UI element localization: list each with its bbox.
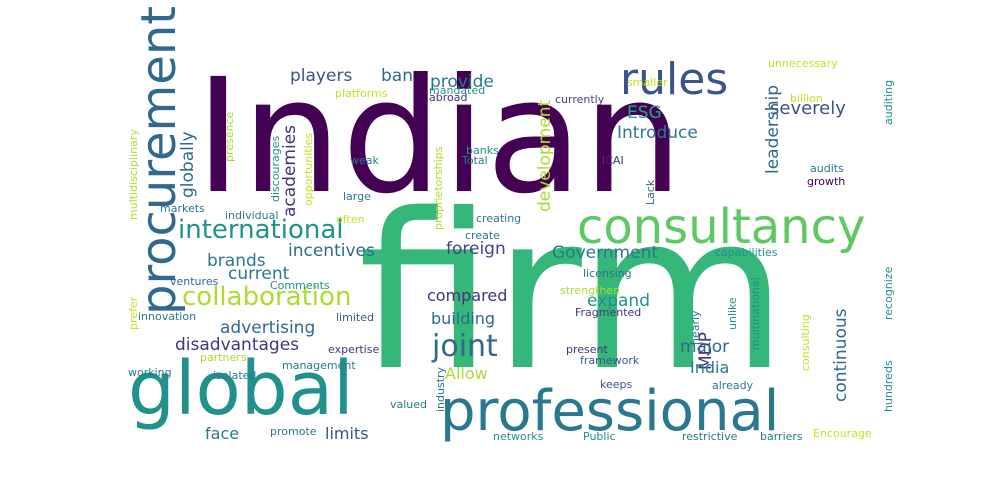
word-audits: audits — [810, 162, 844, 175]
word-hundreds: hundreds — [882, 360, 895, 412]
word-indian: Indian — [195, 45, 683, 229]
word-international: international — [178, 215, 344, 245]
word-disadvantages: disadvantages — [175, 335, 300, 355]
word-abroad: abroad — [429, 91, 468, 104]
word-lack: Lack — [644, 179, 657, 205]
word-allow: Allow — [445, 364, 488, 383]
word-proprietorships: proprietorships — [432, 146, 445, 230]
word-india: India — [690, 358, 730, 377]
word-opportunities: opportunities — [302, 132, 315, 206]
word-consulting: consulting — [799, 314, 812, 371]
word-brands: brands — [207, 251, 266, 271]
word-growth: growth — [807, 175, 846, 188]
word-incentives: incentives — [288, 241, 375, 261]
word-collaboration: collaboration — [182, 282, 352, 312]
word-firm: firm — [358, 167, 788, 418]
word-foreign: foreign — [446, 239, 506, 259]
word-licensing: licensing — [583, 267, 632, 280]
word-innovation: innovation — [138, 310, 197, 323]
word-keeps: keeps — [600, 378, 633, 391]
word-weak: weak — [350, 154, 379, 167]
word-multinational: multinational — [749, 277, 762, 350]
word-billion: billion — [790, 92, 823, 105]
word-encourage: Encourage — [813, 427, 872, 440]
word-partners: partners — [200, 351, 247, 364]
word-currently: currently — [555, 93, 605, 106]
word-discourages: discourages — [269, 135, 282, 202]
word-networks: networks — [493, 430, 544, 443]
word-isolated: isolated — [213, 369, 257, 382]
word-strengthen: strengthen — [560, 284, 621, 297]
word-procurement: procurement — [131, 5, 187, 315]
word-framework: framework — [580, 354, 640, 367]
word-present: present — [566, 343, 608, 356]
word-markets: markets — [160, 202, 205, 215]
word-consultancy: consultancy — [577, 199, 866, 255]
word-auditing: auditing — [882, 79, 895, 125]
word-already: already — [712, 379, 754, 392]
word-working: working — [128, 366, 172, 379]
word-limited: limited — [336, 311, 374, 324]
word-expertise: expertise — [328, 343, 380, 356]
word-advertising: advertising — [220, 318, 316, 338]
word-major: major — [680, 337, 730, 357]
word-face: face — [205, 424, 240, 443]
word-severely: severely — [770, 98, 846, 119]
word-introduce: Introduce — [617, 123, 698, 143]
word-global: global — [128, 346, 354, 432]
word-ban: ban — [381, 66, 413, 86]
word-barriers: barriers — [760, 430, 803, 443]
word-promote: promote — [270, 425, 317, 438]
word-industry: industry — [434, 366, 447, 412]
word-management: management — [282, 359, 356, 372]
word-ventures: ventures — [170, 275, 219, 288]
word-unnecessary: unnecessary — [768, 57, 838, 70]
word-building: building — [431, 309, 496, 328]
word-limits: limits — [325, 424, 369, 443]
word-provide: provide — [430, 72, 494, 92]
word-professional: professional — [440, 379, 780, 444]
word-valued: valued — [390, 398, 428, 411]
word-comments: Comments — [270, 279, 330, 292]
word-players: players — [290, 66, 353, 86]
word-academies: academies — [280, 124, 300, 217]
word-esg: ESG — [627, 103, 662, 123]
word-multidisciplinary: multidisciplinary — [127, 129, 140, 220]
word-current: current — [228, 264, 290, 284]
word-create: create — [465, 229, 500, 242]
word-globally: globally — [178, 131, 198, 198]
word-nearly: nearly — [689, 310, 702, 345]
word-rules: rules — [620, 54, 729, 105]
word-smaller: smaller — [627, 76, 668, 89]
word-unlike: unlike — [726, 297, 739, 330]
word-development: development — [535, 99, 555, 212]
word-government: Government — [552, 243, 659, 263]
word-capabilities: capabilities — [715, 246, 778, 259]
word-expand: expand — [587, 291, 650, 311]
word-banks: banks — [466, 144, 499, 157]
word-total: Total — [462, 154, 488, 167]
word-creating: creating — [476, 212, 522, 225]
word-restrictive: restrictive — [682, 430, 738, 443]
word-platforms: platforms — [335, 87, 388, 100]
word-large: large — [343, 190, 371, 203]
word-fragmented: Fragmented — [575, 306, 642, 319]
word-joint: joint — [432, 329, 498, 364]
word-continuous: continuous — [831, 308, 851, 403]
word-individual: individual — [225, 209, 279, 222]
word-mandated: mandated — [429, 84, 486, 97]
word-compared: compared — [427, 286, 508, 305]
word-presence: presence — [223, 111, 236, 162]
word-public: Public — [583, 430, 616, 443]
word-often: often — [336, 213, 365, 226]
word-leadership: leadership — [763, 85, 783, 174]
word-recognize: recognize — [882, 266, 895, 320]
word-icai: ICAI — [602, 154, 624, 167]
